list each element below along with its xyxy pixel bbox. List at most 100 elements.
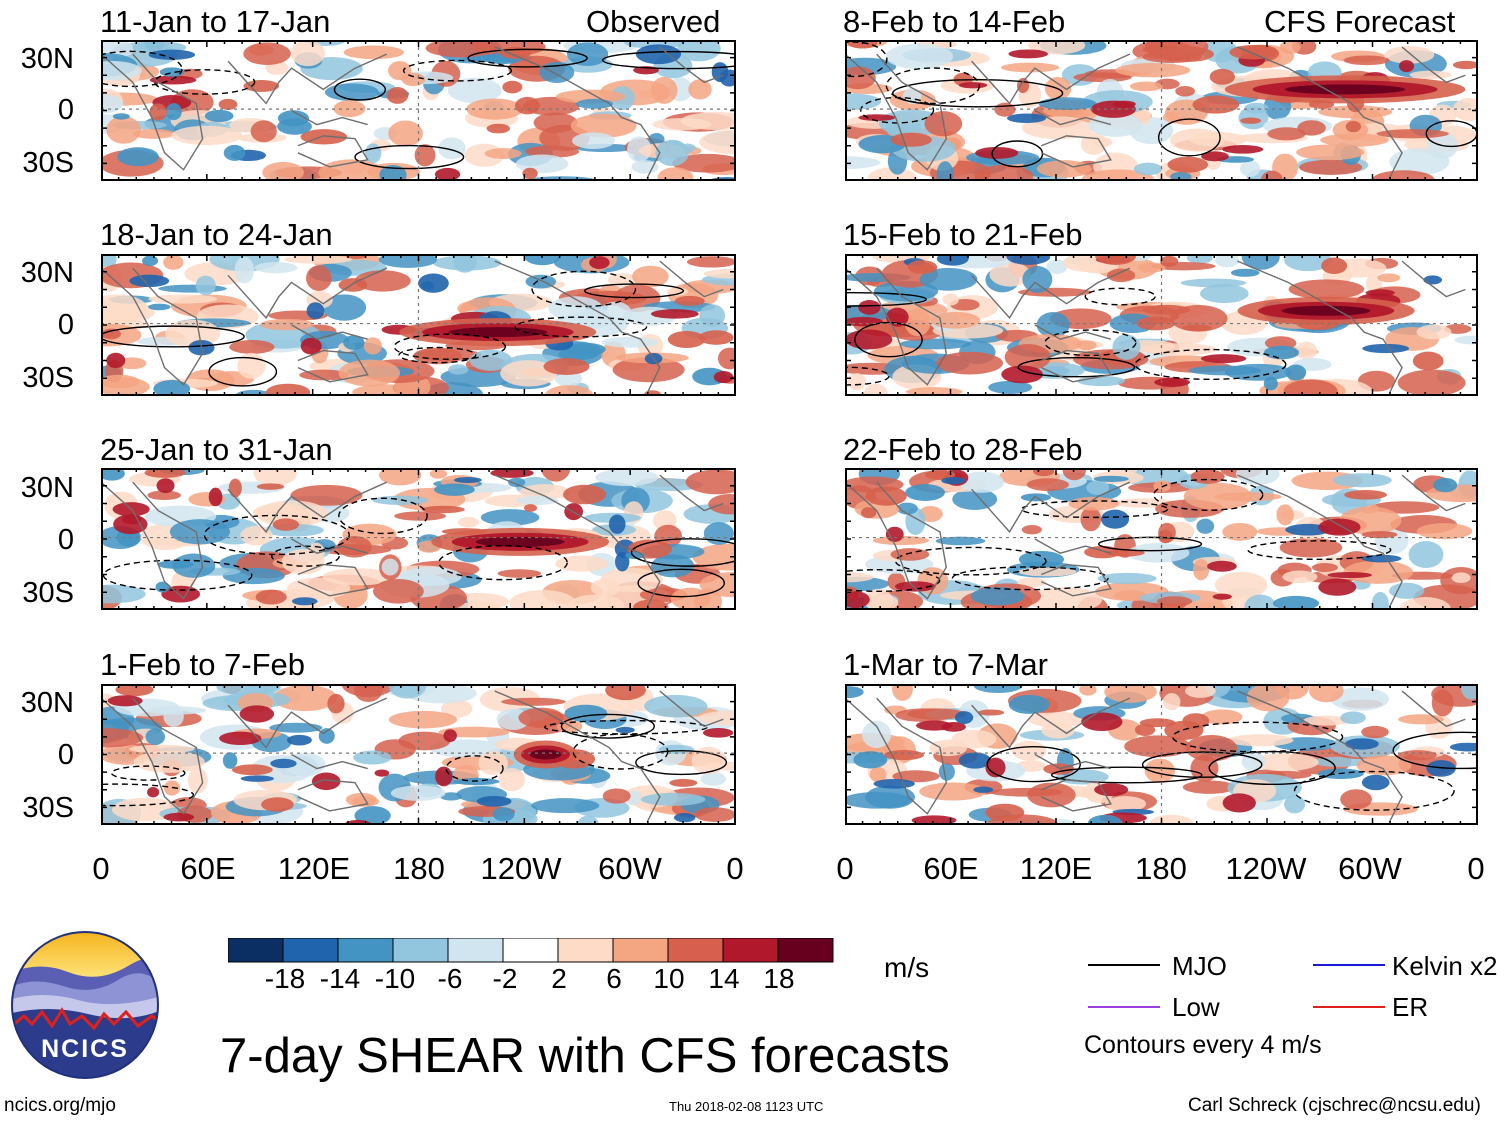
xtick-180: 180 [393, 851, 445, 886]
cbar-tick: 10 [653, 963, 685, 994]
cbar-tick: -10 [374, 963, 416, 994]
panel-title-6: 15-Feb to 21-Feb [843, 217, 1083, 252]
shear-field [101, 468, 736, 610]
colorbar-swatch [282, 938, 339, 963]
observed-label: Observed [586, 4, 721, 39]
colorbar-swatch [392, 938, 449, 963]
ytick-30n: 30N [20, 43, 74, 75]
coastlines [845, 260, 1466, 394]
coastlines [101, 46, 724, 179]
map-panel-observed-4 [101, 684, 736, 825]
map-panel-forecast-3 [845, 468, 1478, 610]
colorbar-swatch [777, 938, 834, 963]
panel-title-7: 22-Feb to 28-Feb [843, 432, 1083, 467]
forecast-label: CFS Forecast [1264, 4, 1456, 39]
coastlines [101, 474, 724, 608]
ytick-30n: 30N [20, 687, 74, 719]
xtick-60e: 60E [923, 851, 979, 886]
xtick-0: 0 [836, 851, 854, 886]
xtick-60w: 60W [598, 851, 662, 886]
mjo-contours [986, 721, 1478, 811]
colorbar-swatch [502, 938, 559, 963]
coastlines [845, 474, 1466, 608]
cbar-tick: 2 [551, 963, 567, 994]
panel-title-1: 11-Jan to 17-Jan [100, 4, 331, 39]
ytick-0: 0 [57, 309, 74, 341]
legend-line-er [1313, 1006, 1385, 1008]
colorbar-swatch [667, 938, 724, 963]
legend-line-low [1088, 1006, 1160, 1008]
shear-field [101, 254, 736, 396]
legend-line-mjo [1088, 964, 1160, 966]
panel-ticks [101, 684, 736, 825]
colorbar-swatch [447, 938, 504, 963]
ytick-30n: 30N [20, 472, 74, 504]
cbar-tick: -6 [437, 963, 463, 994]
ytick-0: 0 [57, 739, 74, 771]
coastlines [101, 690, 724, 823]
colorbar [228, 938, 834, 963]
ytick-30n: 30N [20, 257, 74, 289]
shear-field [845, 468, 1478, 610]
mjo-contours [845, 287, 1287, 386]
panel-ticks [101, 468, 736, 610]
map-panel-forecast-1 [845, 40, 1478, 181]
xtick-60e: 60E [180, 851, 236, 886]
ytick-30s: 30S [22, 792, 74, 824]
panel-ticks [845, 40, 1478, 181]
map-panel-observed-1 [101, 40, 736, 181]
mjo-contours [845, 478, 1392, 592]
panel-ticks [845, 254, 1478, 396]
colorbar-swatch [228, 938, 284, 963]
panel-title-5: 8-Feb to 14-Feb [843, 4, 1066, 39]
xtick-0: 0 [92, 851, 110, 886]
footer-url[interactable]: ncics.org/mjo [4, 1095, 116, 1116]
logo-text: NCICS [41, 1035, 129, 1063]
colorbar-units: m/s [884, 952, 930, 983]
cbar-tick: 6 [606, 963, 622, 994]
ytick-30s: 30S [22, 577, 74, 609]
legend-label-low: Low [1172, 992, 1220, 1022]
xtick-120e: 120E [277, 851, 351, 886]
coastlines [101, 260, 724, 394]
xtick-120e: 120E [1019, 851, 1093, 886]
panel-ticks [845, 684, 1478, 825]
xtick-60w: 60W [1338, 851, 1402, 886]
xtick-120w: 120W [480, 851, 562, 886]
ncics-logo [11, 931, 159, 1079]
ytick-0: 0 [57, 524, 74, 556]
panel-title-2: 18-Jan to 24-Jan [100, 217, 333, 252]
map-panel-observed-2 [101, 254, 736, 396]
ytick-30s: 30S [22, 362, 74, 394]
cbar-tick: 18 [763, 963, 795, 994]
cbar-tick: -14 [319, 963, 361, 994]
panel-ticks [845, 468, 1478, 610]
panel-title-4: 1-Feb to 7-Feb [100, 647, 306, 682]
legend-line-kelvin [1313, 964, 1385, 966]
legend-label-kelvin: Kelvin x2 [1392, 951, 1498, 981]
panel-ticks [101, 40, 736, 181]
colorbar-swatch [722, 938, 779, 963]
xtick-0-end: 0 [1467, 851, 1485, 886]
shear-field [845, 684, 1478, 825]
colorbar-swatch [557, 938, 614, 963]
panel-title-8: 1-Mar to 7-Mar [843, 647, 1048, 682]
legend-label-er: ER [1392, 992, 1429, 1022]
coastlines [845, 46, 1466, 179]
mjo-contours [101, 713, 728, 807]
map-panel-forecast-4 [845, 684, 1478, 825]
ytick-0: 0 [57, 94, 74, 126]
cbar-tick: -2 [492, 963, 518, 994]
main-title: 7-day SHEAR with CFS forecasts [220, 1029, 950, 1083]
contour-note: Contours every 4 m/s [1084, 1031, 1322, 1059]
panel-ticks [101, 254, 736, 396]
colorbar-swatch [612, 938, 669, 963]
panel-title-3: 25-Jan to 31-Jan [100, 432, 333, 467]
xtick-0-end: 0 [726, 851, 744, 886]
cbar-tick: -18 [264, 963, 306, 994]
cbar-tick: 14 [708, 963, 740, 994]
colorbar-swatch [337, 938, 394, 963]
coastlines [845, 690, 1466, 823]
map-panel-observed-3 [101, 468, 736, 610]
footer-timestamp: Thu 2018-02-08 1123 UTC [669, 1099, 824, 1114]
